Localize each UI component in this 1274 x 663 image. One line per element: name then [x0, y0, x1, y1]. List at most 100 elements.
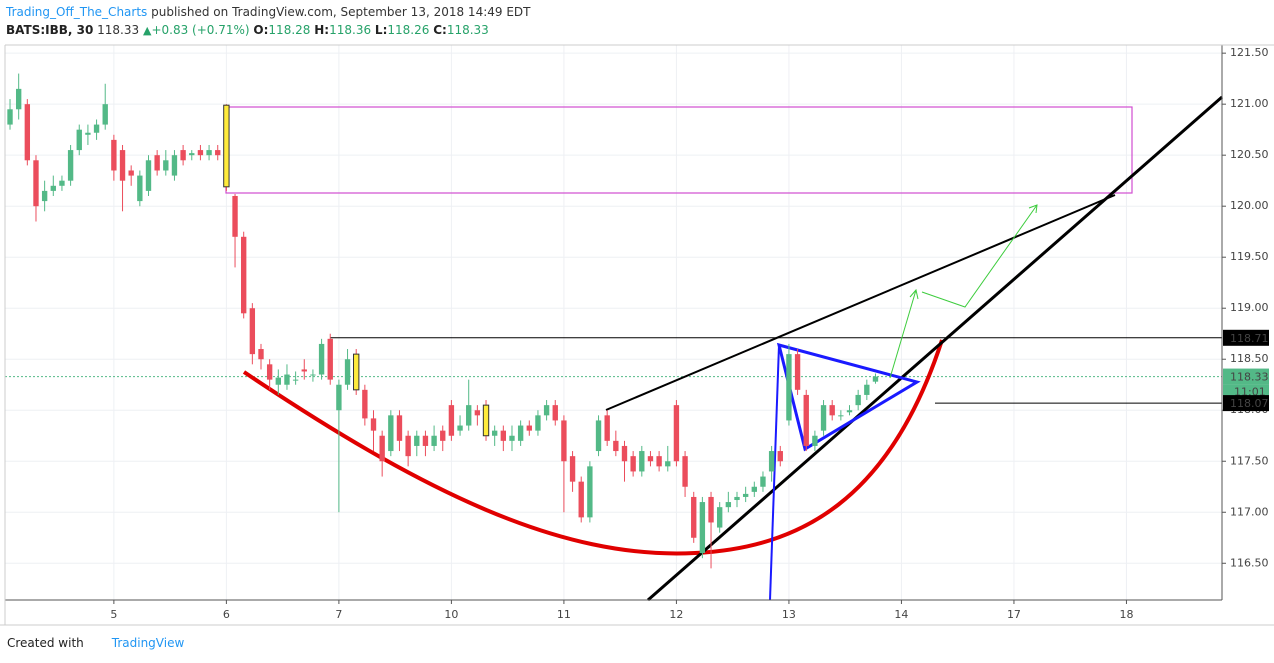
candle-body	[639, 451, 645, 472]
x-tick-label: 7	[335, 608, 342, 621]
candle-body	[482, 404, 490, 437]
arrow-head	[1028, 204, 1038, 214]
candle-body	[630, 456, 636, 472]
y-tick-label: 119.00	[1230, 301, 1269, 314]
candle-body	[500, 430, 507, 441]
candle-body	[206, 150, 212, 156]
x-tick-label: 10	[444, 608, 458, 621]
candle-body	[327, 338, 333, 380]
candle-body	[656, 456, 662, 467]
candle-body	[820, 405, 827, 431]
candle-body	[258, 349, 264, 360]
candle-body	[872, 376, 879, 382]
candle-body	[699, 502, 706, 554]
candle-body	[509, 435, 515, 441]
candle-body	[344, 359, 351, 385]
candle-body	[431, 435, 437, 446]
flag-pole	[769, 344, 780, 601]
candle-body	[613, 440, 619, 452]
candle-body	[682, 456, 688, 487]
x-tick-label: 12	[669, 608, 683, 621]
candle-body	[777, 451, 783, 462]
candle-body	[647, 456, 654, 462]
price-tag	[1223, 329, 1269, 346]
y-tick-label: 117.00	[1230, 505, 1269, 518]
candle-body	[587, 466, 593, 518]
candle-body	[266, 364, 273, 380]
up-arrow: ▲	[142, 24, 152, 37]
created-with: Created with	[7, 636, 84, 650]
candle-body	[353, 353, 360, 391]
candle-body	[85, 132, 91, 135]
price-tag-label: 118.07	[1230, 397, 1269, 410]
candle-body	[24, 104, 31, 161]
candle-body	[180, 150, 186, 161]
candle-body	[604, 415, 610, 441]
candle-body	[241, 236, 247, 314]
candle-body	[691, 496, 697, 538]
candle-body	[595, 420, 602, 452]
candle-body	[310, 374, 316, 376]
candle-body	[111, 139, 117, 171]
x-tick-label: 5	[110, 608, 117, 621]
brand[interactable]: TradingView	[111, 636, 185, 650]
candle-body	[440, 430, 446, 441]
candle-body	[803, 394, 809, 446]
candle-body	[855, 394, 861, 406]
arrow-head	[909, 288, 919, 300]
candle-body	[665, 461, 671, 467]
candle-body	[561, 420, 567, 462]
candle-body	[362, 389, 368, 419]
candle-body	[76, 129, 82, 151]
candle-body	[284, 374, 290, 385]
grid	[5, 45, 1222, 600]
y-tick-label: 121.50	[1230, 46, 1269, 59]
legend: BATS:IBB, 30 118.33 ▲+0.83 (+0.71%) O:11…	[6, 21, 530, 40]
candle-body	[734, 496, 740, 501]
x-tick-label: 18	[1119, 608, 1133, 621]
y-tick-label: 116.50	[1230, 556, 1269, 569]
candle-body	[526, 425, 532, 431]
candle-body	[93, 124, 100, 133]
candle-body	[396, 415, 403, 441]
candle-body	[59, 180, 65, 186]
published: published on TradingView.com, September …	[151, 5, 531, 19]
candle-body	[786, 354, 792, 421]
author[interactable]: Trading_Off_The_Charts	[6, 5, 148, 19]
y-tick-label: 120.50	[1230, 148, 1269, 161]
candle-body	[673, 405, 680, 462]
candles	[7, 73, 879, 569]
candle-body	[388, 415, 394, 452]
candle-body	[569, 456, 576, 482]
candle-body	[336, 384, 342, 411]
candle-body	[864, 384, 870, 395]
candle-body	[197, 150, 204, 156]
candle-body	[223, 104, 230, 188]
price-tag	[1223, 395, 1269, 412]
candle-body	[829, 405, 835, 416]
candle-body	[717, 507, 723, 528]
candle-body	[102, 104, 108, 125]
candle-body	[466, 405, 472, 426]
candle-body	[379, 435, 385, 462]
y-tick-label: 120.00	[1230, 199, 1269, 212]
candle-body	[318, 343, 325, 375]
candle-body	[846, 410, 853, 413]
candle-body	[137, 175, 143, 202]
candle-body	[760, 476, 766, 487]
candle-body	[7, 109, 13, 125]
candle-body	[15, 88, 22, 110]
x-tick-label: 14	[894, 608, 908, 621]
price-tag-label: 118.71	[1230, 332, 1269, 345]
candle-body	[794, 354, 801, 390]
candle-body	[751, 486, 757, 492]
candle-body	[621, 445, 628, 462]
last: 118.33	[97, 23, 140, 37]
candle-body	[812, 435, 818, 446]
candle-body	[457, 425, 463, 431]
cup-curve	[242, 339, 944, 556]
candle-body	[189, 153, 195, 156]
trend-line	[605, 194, 1116, 411]
projection-arrow	[889, 289, 917, 379]
